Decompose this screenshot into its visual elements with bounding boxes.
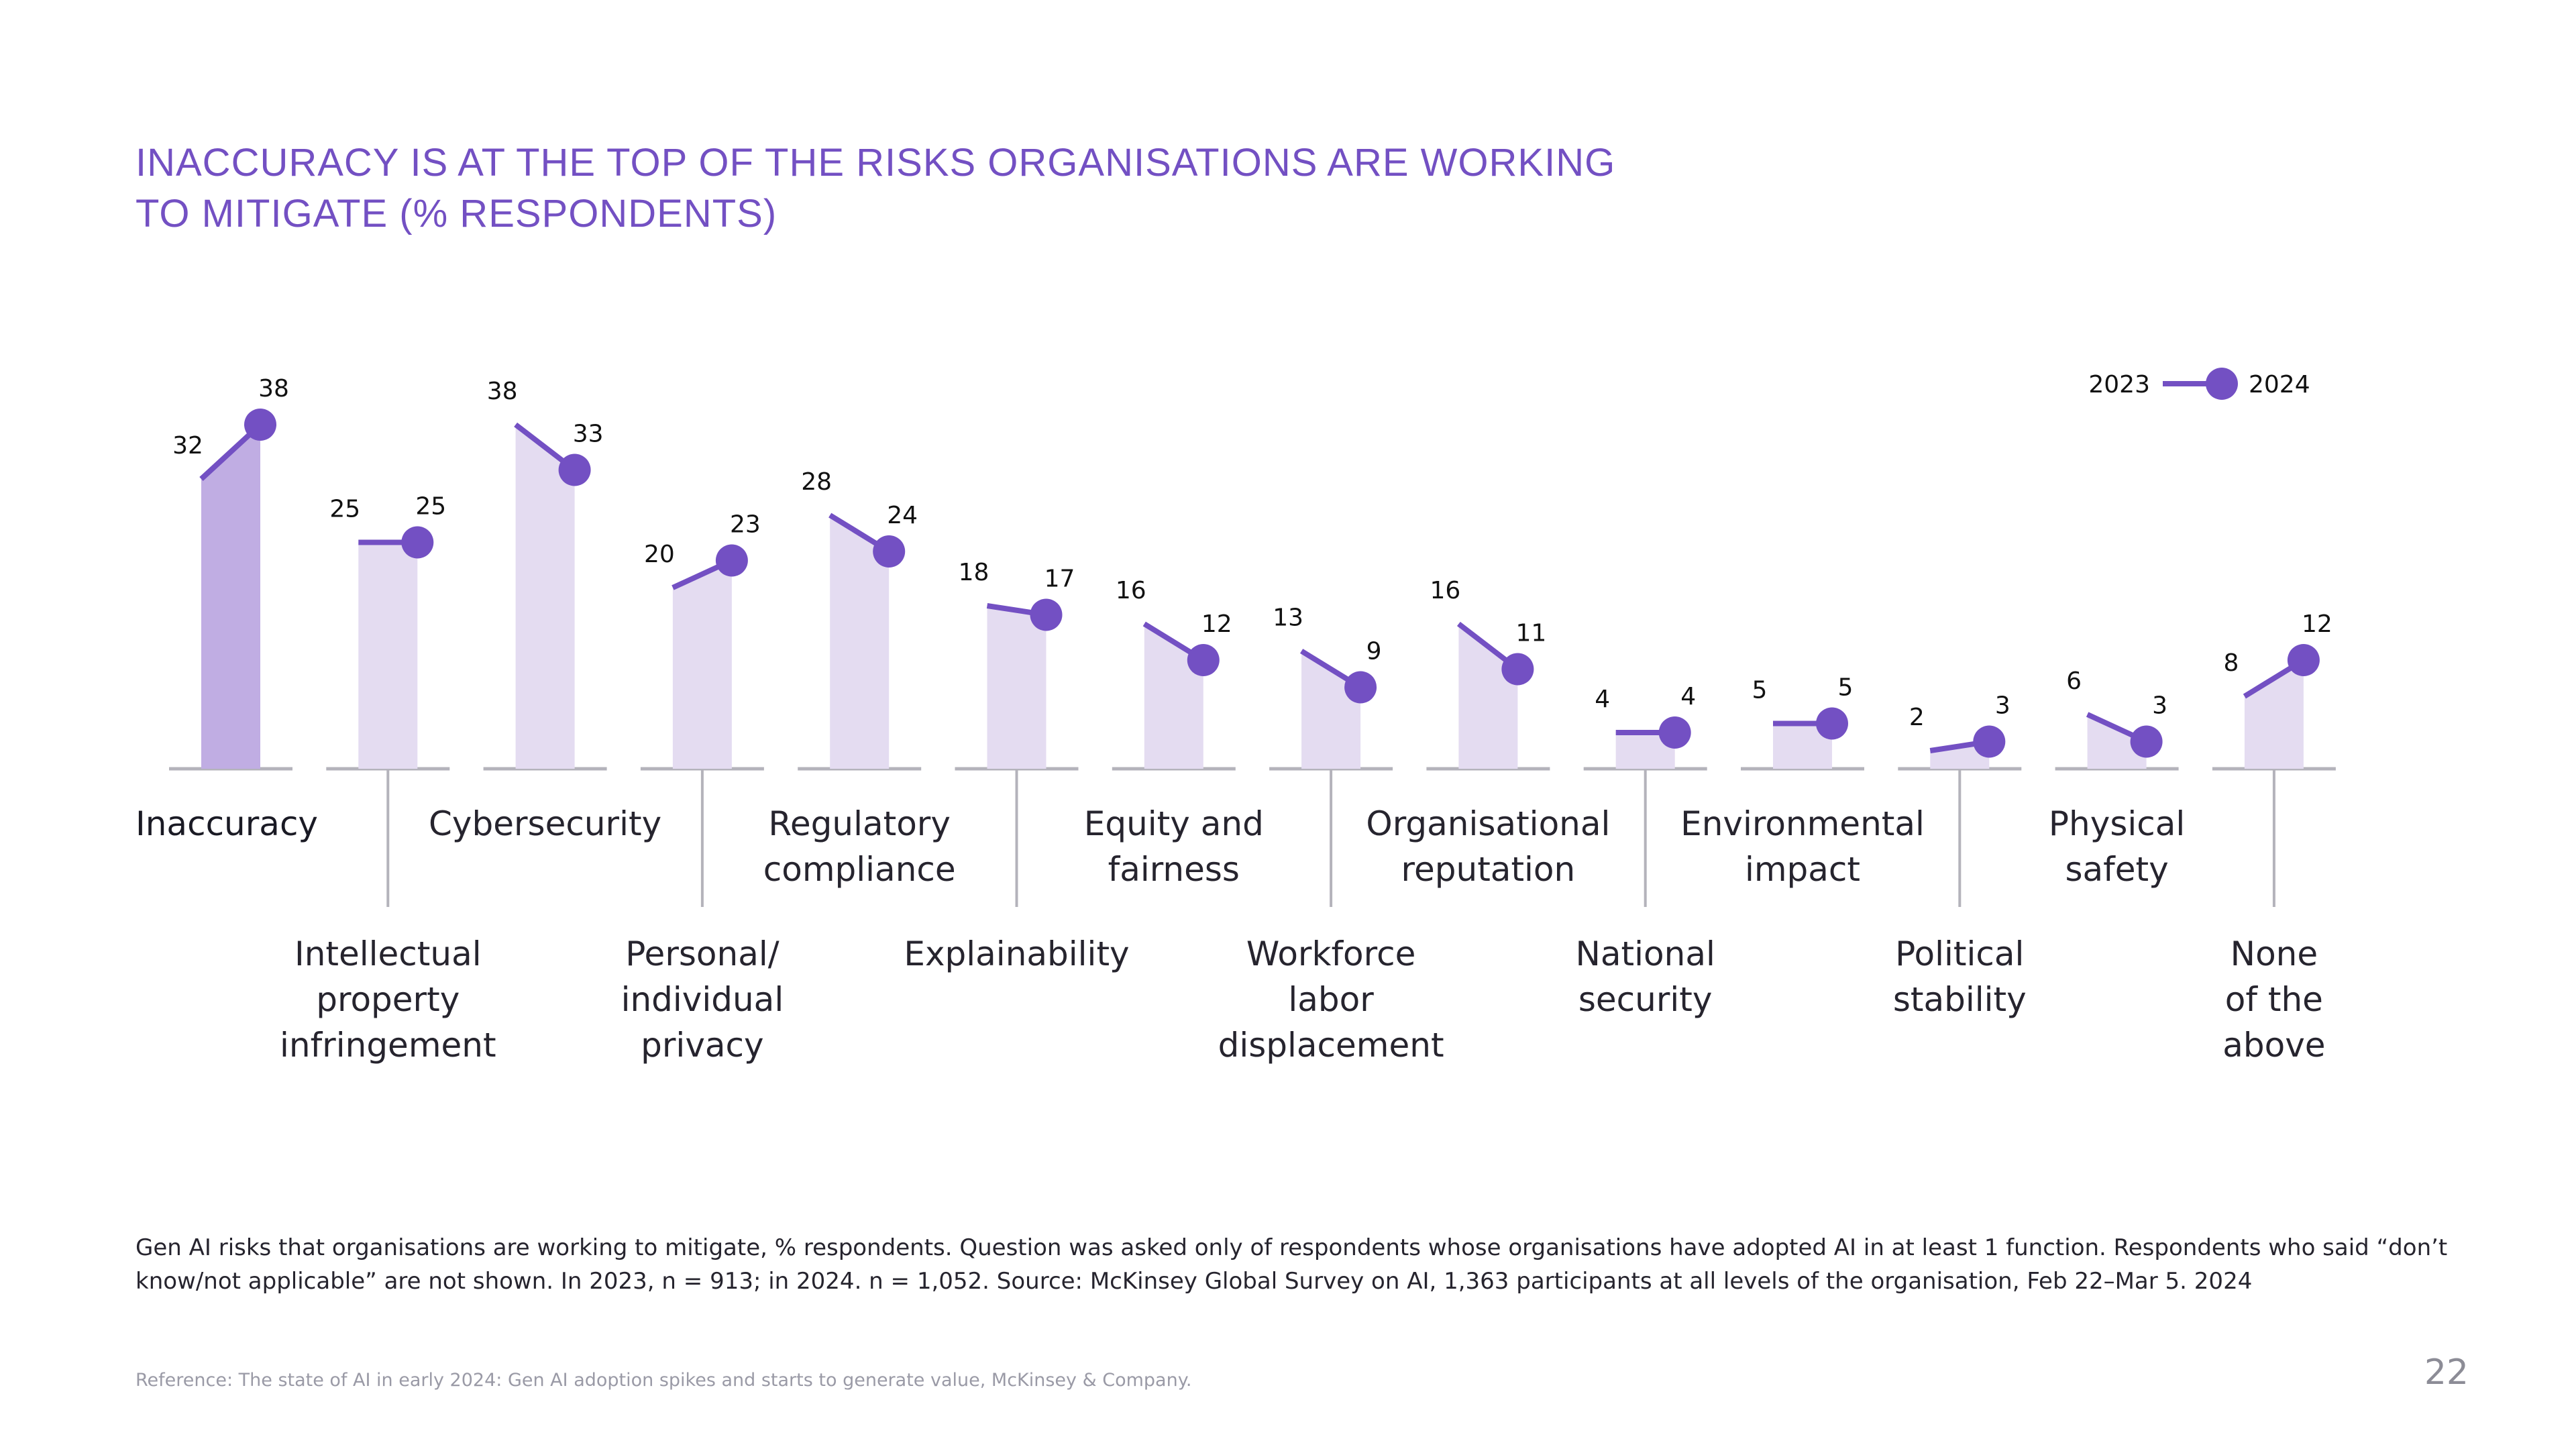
dot-2024-0	[244, 409, 276, 441]
legend-label-2024: 2024	[2249, 371, 2310, 398]
value-label-2023-13: 8	[2223, 649, 2239, 677]
category-label: Environmental impact	[1680, 804, 1925, 889]
value-label-2023-5: 18	[959, 559, 989, 586]
category-label: None of the above	[2222, 934, 2326, 1065]
value-label-2023-0: 32	[172, 432, 203, 460]
category-label: Political stability	[1892, 934, 2027, 1019]
value-label-2023-3: 20	[644, 541, 675, 568]
footnote: Gen AI risks that organisations are work…	[136, 1234, 2448, 1295]
dot-2024-7	[1344, 671, 1377, 704]
value-label-2023-2: 38	[487, 378, 518, 405]
value-label-2024-5: 17	[1044, 566, 1075, 593]
value-label-2024-4: 24	[887, 502, 918, 529]
bar-2	[515, 425, 575, 769]
page-number: 22	[2424, 1352, 2469, 1393]
legend-label-2023: 2023	[2088, 371, 2150, 398]
dot-2024-10	[1816, 707, 1848, 740]
value-label-2024-12: 3	[2152, 692, 2167, 720]
category-label: Cybersecurity	[428, 804, 662, 843]
value-label-2023-6: 16	[1116, 577, 1146, 604]
dot-2024-2	[558, 453, 591, 486]
value-label-2024-9: 4	[1680, 683, 1696, 710]
bar-1	[358, 542, 418, 769]
dot-2024-9	[1658, 716, 1691, 749]
value-label-2024-8: 11	[1515, 620, 1546, 647]
category-label: Physical safety	[2048, 804, 2186, 889]
dot-2024-5	[1030, 598, 1063, 631]
category-label: Personal/ individual privacy	[621, 934, 784, 1065]
reference-note: Reference: The state of AI in early 2024…	[136, 1370, 1192, 1391]
category-label: Regulatory compliance	[763, 804, 956, 889]
category-label: Explainability	[904, 934, 1130, 973]
value-label-2023-10: 5	[1752, 677, 1768, 704]
chart-title: INACCURACY IS AT THE TOP OF THE RISKS OR…	[136, 138, 1880, 239]
bar-9	[1615, 733, 1675, 769]
value-label-2024-11: 3	[1995, 692, 2010, 720]
dot-2024-6	[1187, 644, 1220, 676]
value-label-2024-3: 23	[730, 511, 761, 539]
category-label: Intellectual property infringement	[280, 934, 496, 1065]
value-label-2024-10: 5	[1838, 674, 1854, 702]
value-label-2024-7: 9	[1366, 638, 1382, 665]
dot-2024-13	[2287, 644, 2320, 676]
value-label-2024-13: 12	[2302, 610, 2332, 638]
dot-2024-4	[873, 535, 906, 568]
value-label-2023-12: 6	[2066, 667, 2082, 695]
dot-2024-11	[1973, 725, 2006, 758]
category-label: Organisational reputation	[1366, 804, 1611, 889]
bar-4	[830, 515, 890, 769]
value-label-2024-0: 38	[258, 375, 289, 402]
category-label: Equity and fairness	[1083, 804, 1264, 889]
category-label: Workforce labor displacement	[1218, 934, 1444, 1065]
legend: 2023 2024	[2088, 368, 2310, 400]
dot-2024-12	[2130, 725, 2163, 758]
value-label-2023-4: 28	[801, 468, 832, 496]
value-label-2024-1: 25	[415, 493, 446, 521]
bar-6	[1144, 624, 1203, 769]
dot-2024-8	[1501, 653, 1534, 686]
legend-dot-icon	[2206, 368, 2238, 400]
value-label-2023-11: 2	[1909, 704, 1925, 731]
value-label-2023-1: 25	[329, 496, 360, 523]
value-label-2024-6: 12	[1201, 610, 1232, 638]
category-label: Inaccuracy	[136, 804, 319, 843]
bar-0	[201, 425, 260, 769]
bar-12	[2087, 714, 2147, 769]
dot-2024-3	[715, 544, 748, 577]
bar-5	[987, 606, 1046, 769]
value-label-2023-8: 16	[1430, 577, 1460, 604]
value-label-2024-2: 33	[573, 421, 604, 448]
chart-title-line-1: INACCURACY IS AT THE TOP OF THE RISKS OR…	[136, 141, 1616, 184]
bar-10	[1773, 723, 1832, 769]
dot-2024-1	[401, 526, 434, 559]
bar-3	[672, 560, 732, 769]
chart-title-line-2: TO MITIGATE (% RESPONDENTS)	[136, 192, 777, 235]
category-label: National security	[1575, 934, 1715, 1019]
value-label-2023-9: 4	[1595, 686, 1610, 713]
value-label-2023-7: 13	[1273, 604, 1303, 632]
